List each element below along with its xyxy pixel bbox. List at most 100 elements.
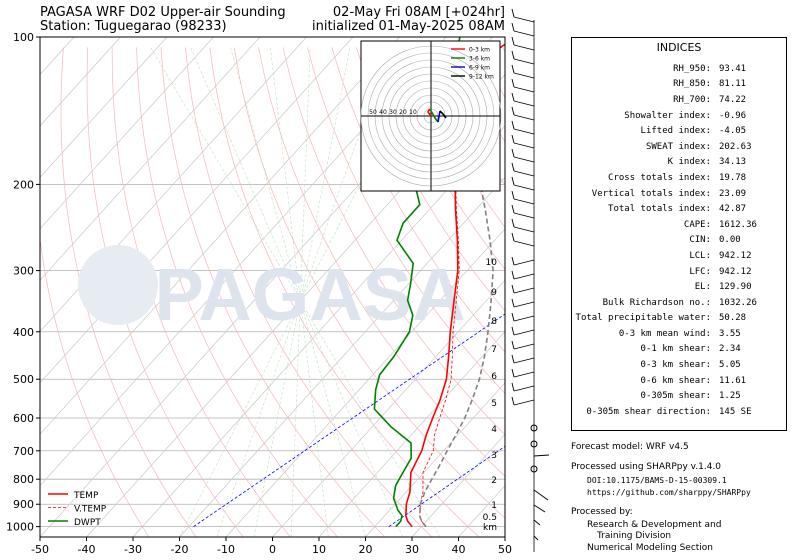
index-row: 0-305m shear: 1.25 <box>572 388 786 404</box>
x-tick-label: -20 <box>171 543 189 556</box>
height-label: 6 <box>491 372 497 382</box>
wind-barb-flag <box>511 204 515 214</box>
hodo-legend-label: 6-9 km <box>469 65 490 72</box>
index-row: K index: 34.13 <box>572 155 786 171</box>
wind-barb-flag <box>511 8 515 18</box>
index-value: 23.09 <box>719 188 747 199</box>
index-value: 93.41 <box>719 63 747 74</box>
index-row: 0-3 km shear: 5.05 <box>572 357 786 373</box>
dry-adiabat <box>307 47 505 394</box>
x-tick-label: 0 <box>269 543 276 556</box>
index-value: 42.87 <box>719 204 747 215</box>
station-label: Station: Tuguegarao (98233) <box>40 19 227 34</box>
height-label: 3 <box>491 451 497 461</box>
isotherm <box>40 37 121 127</box>
wind-barb-flag <box>511 368 515 378</box>
index-key: Lifted index: <box>640 126 711 137</box>
hodo-trace <box>439 110 447 119</box>
index-key: Total totals index: <box>608 204 711 215</box>
y-tick-label: 400 <box>13 326 34 339</box>
dry-adiabat <box>136 47 338 537</box>
hodo-trace <box>427 108 432 117</box>
wind-barb-flag <box>511 120 515 130</box>
plot-area: PAGASA <box>0 37 505 537</box>
footer-url[interactable]: https://github.com/sharppy/SHARPpy <box>587 488 751 497</box>
index-key: RH_850: <box>673 79 711 90</box>
wind-barb <box>533 489 549 501</box>
index-row: Lifted index: -4.05 <box>572 123 786 139</box>
index-row: RH_850: 81.11 <box>572 77 786 93</box>
footer-model: Forecast model: WRF v4.5 <box>571 442 689 452</box>
index-key: Vertical totals index: <box>591 188 711 199</box>
index-value: 3.55 <box>719 328 741 339</box>
moist-adiabat <box>230 47 366 537</box>
isotherm <box>318 330 505 537</box>
height-label: 8 <box>491 317 497 327</box>
index-value: 81.11 <box>719 79 747 90</box>
wind-barb <box>513 198 535 205</box>
wind-barb-flag <box>511 340 515 350</box>
isotherm <box>272 279 505 537</box>
wind-barb-flag <box>511 106 515 116</box>
hodo-legend-label: 0-3 km <box>469 47 490 54</box>
index-value: 145 SE <box>719 406 752 417</box>
wind-barb <box>513 142 535 149</box>
footer-doi: DOI:10.1175/BAMS-D-15-00309.1 <box>587 476 727 485</box>
isotherm <box>0 37 28 537</box>
index-value: 19.78 <box>719 172 747 183</box>
y-tick-label: 700 <box>13 445 34 458</box>
wind-barb <box>513 212 535 219</box>
wind-barb <box>513 30 535 37</box>
wind-barb-flag <box>511 396 515 406</box>
index-key: Cross totals index: <box>608 172 711 183</box>
indices-panel: INDICES RH_950: 93.41 RH_850: 81.11 RH_700: 7… <box>571 37 787 431</box>
index-key: SWEAT index: <box>645 141 711 152</box>
wind-barb <box>513 58 535 65</box>
index-row: 0-3 km mean wind: 3.55 <box>572 326 786 342</box>
wind-barb <box>513 385 535 392</box>
index-key: LCL: <box>689 250 711 261</box>
wind-barb-flag <box>511 92 515 102</box>
wind-barb-flag <box>511 162 515 172</box>
hodo-ring-label: 20 <box>399 109 407 116</box>
height-label: km <box>483 523 497 533</box>
index-row: Total totals index: 42.87 <box>572 201 786 217</box>
index-row: Total precipitable water: 50.28 <box>572 311 786 327</box>
wind-barb <box>513 371 535 378</box>
index-value: 1.25 <box>719 391 741 402</box>
wind-barb-flag <box>511 64 515 74</box>
hodograph: 50 40 30 20 10 0-3 km 3-6 km 6-9 km 9-12 km <box>360 41 502 191</box>
watermark-logo <box>78 245 158 325</box>
isotherm <box>179 176 505 537</box>
hodo-trace <box>437 110 441 123</box>
index-value: 50.28 <box>719 313 747 324</box>
hodo-ring-label: 40 <box>379 109 387 116</box>
index-key: 0-3 km shear: <box>640 360 711 371</box>
index-key: 0-305m shear: <box>640 391 711 402</box>
wind-barb <box>513 44 535 51</box>
calm-wind-marker <box>530 424 538 432</box>
wind-barb <box>513 170 535 177</box>
isotherm <box>365 382 505 537</box>
wind-barb-flag <box>511 50 515 60</box>
index-row: 0-1 km shear: 2.34 <box>572 342 786 358</box>
isotherm <box>40 37 400 435</box>
hodo-ring-label: 30 <box>389 109 397 116</box>
wind-barb <box>513 226 535 233</box>
index-value: 2.34 <box>719 344 741 355</box>
index-row: RH_700: 74.22 <box>572 92 786 108</box>
wind-barb-flag <box>511 22 515 32</box>
index-row: RH_950: 93.41 <box>572 61 786 77</box>
wind-barb <box>513 72 535 79</box>
height-label: 2 <box>491 476 497 486</box>
wind-barb-flag <box>511 284 515 294</box>
wind-barb <box>513 86 535 93</box>
height-label: 4 <box>491 425 497 435</box>
y-tick-label: 300 <box>13 265 34 278</box>
wind-barb <box>513 259 535 266</box>
footer-org2: Training Division <box>597 531 672 541</box>
wind-barb-flag <box>511 312 515 322</box>
index-row: LFC: 942.12 <box>572 264 786 280</box>
x-tick-label: 10 <box>312 543 326 556</box>
isotherm <box>411 433 505 537</box>
